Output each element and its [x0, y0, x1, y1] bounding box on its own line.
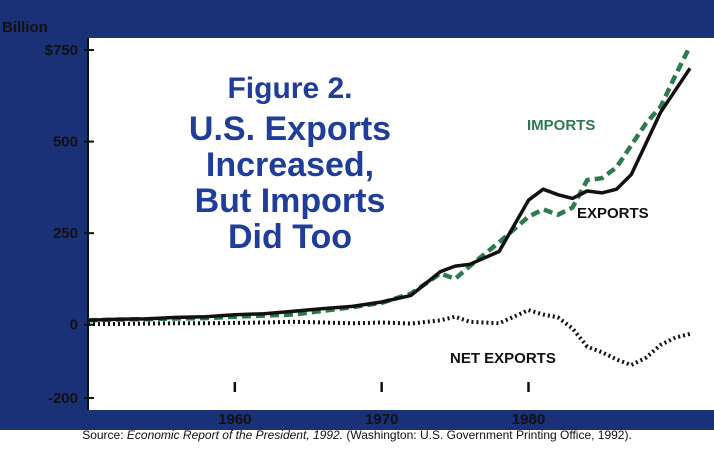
y-tick-label: 250	[53, 225, 78, 242]
title-line-1: Figure 2.	[227, 72, 352, 105]
series-label-net-exports: NET EXPORTS	[450, 350, 556, 367]
series-group	[87, 45, 693, 367]
title-line-5: Did Too	[228, 218, 352, 256]
title-line-3: Increased,	[206, 146, 374, 184]
y-axis-unit-label: Billion	[2, 19, 48, 36]
series-line-exports	[87, 67, 692, 323]
chart-title: Figure 2. U.S. Exports Increased, But Im…	[189, 72, 391, 256]
series-line-net-exports	[88, 308, 691, 367]
x-tick-label: 1970	[365, 411, 398, 428]
y-tick-label: $750	[45, 42, 78, 59]
series-label-exports: EXPORTS	[577, 205, 649, 222]
x-tick-label: 1960	[218, 411, 251, 428]
y-tick-label: 500	[53, 134, 78, 151]
plot-area	[88, 38, 714, 410]
source-prefix: Source:	[82, 428, 127, 442]
source-work: Economic Report of the President, 1992.	[126, 428, 344, 442]
x-tick-label: 1980	[512, 411, 545, 428]
source-rest: (Washington: U.S. Government Printing Of…	[343, 428, 632, 442]
y-tick-label: -200	[48, 390, 78, 407]
source-note: Source: Economic Report of the President…	[0, 428, 714, 442]
title-line-4: But Imports	[195, 182, 386, 220]
y-tick-label: 0	[70, 317, 78, 334]
x-tick-group: 1960 1970 1980	[218, 382, 545, 428]
series-label-imports: IMPORTS	[527, 117, 595, 134]
title-line-2: U.S. Exports	[189, 110, 391, 148]
